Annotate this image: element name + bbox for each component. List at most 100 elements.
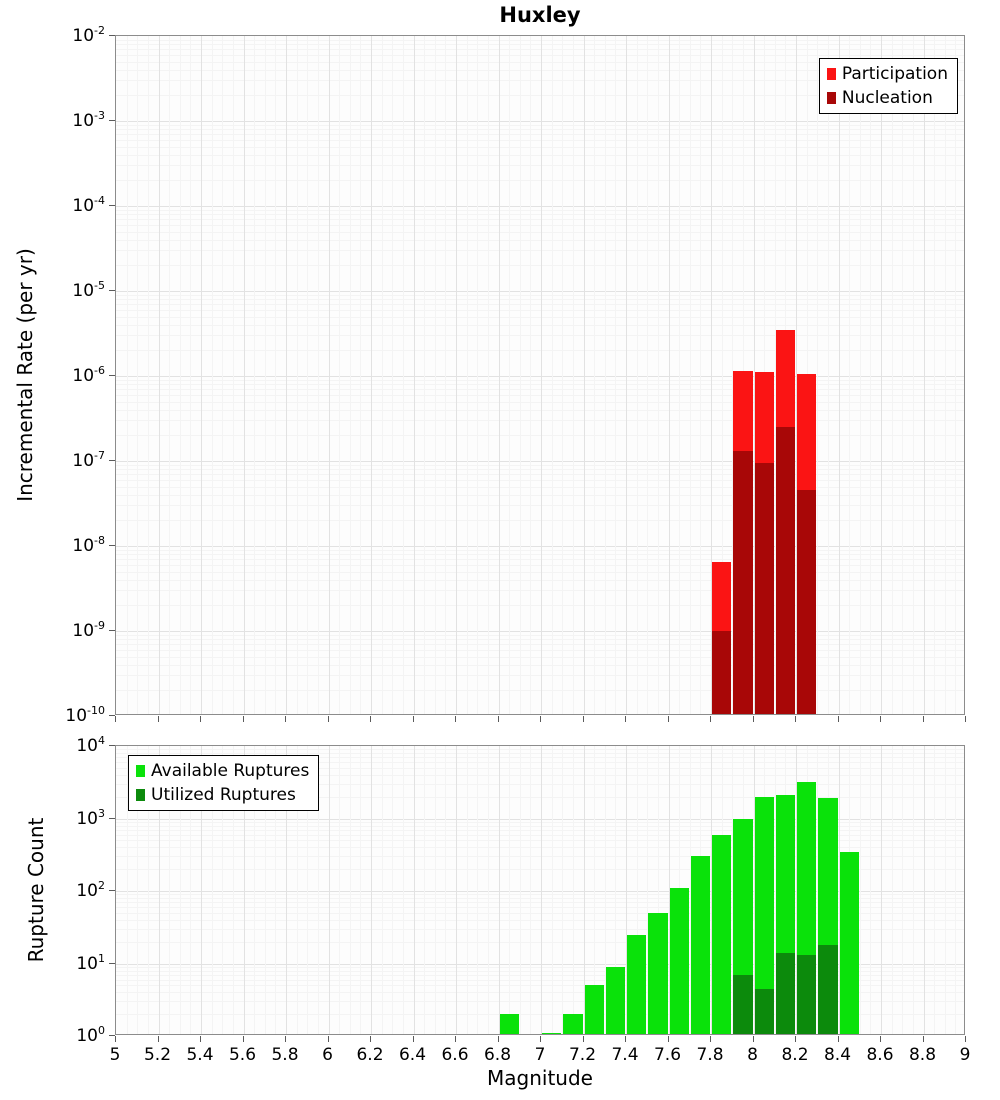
x-tick-label: 5.6 [228,1045,257,1065]
gridline [116,894,964,896]
y-tick-mark [109,890,115,891]
gridline [116,420,964,422]
gridline [626,36,627,714]
gridline [413,36,415,714]
gridline [604,36,606,714]
gridline [264,746,266,1034]
nucleation-bar [797,490,817,714]
gridline [572,746,574,1034]
y-tick-mark [109,715,115,716]
gridline [381,36,383,714]
gridline [179,36,181,714]
x-tick-mark [115,716,116,722]
gridline [296,746,298,1034]
gridline [116,690,964,692]
gridline [116,379,964,381]
x-tick-mark [242,1036,244,1042]
x-tick-label: 5.8 [271,1045,299,1065]
gridline [169,36,171,714]
gridline [116,316,964,318]
x-tick-mark [667,716,669,722]
gridline [126,746,128,1034]
gridline [477,746,479,1034]
gridline [116,219,964,221]
x-tick-mark [625,1036,626,1042]
gridline [360,36,362,714]
gridline [116,69,964,71]
legend-swatch-nucleation-icon [826,92,836,104]
gridline [116,469,964,471]
gridline [530,36,532,714]
gridline [116,664,964,666]
gridline [116,554,964,556]
gridline [116,180,964,182]
gridline [541,36,542,714]
y-tick-mark [109,745,115,746]
gridline [615,746,617,1034]
gridline [116,409,964,411]
y-tick-label: 101 [76,951,105,974]
available-ruptures-bar [690,856,710,1034]
legend-label-nucleation: Nucleation [841,88,933,108]
gridline [551,36,553,714]
gridline [955,36,957,714]
x-tick-mark [285,1036,286,1042]
top-plot-area [115,35,965,715]
gridline [116,44,964,46]
gridline [668,36,670,714]
x-tick-mark [200,716,201,722]
gridline [583,746,585,1034]
gridline [456,746,457,1034]
gridline [116,384,964,386]
gridline [116,675,964,677]
gridline [116,494,964,496]
gridline [275,746,277,1034]
y-tick-mark [109,35,115,36]
gridline [721,36,723,714]
gridline [116,753,964,755]
gridline [116,564,964,566]
gridline [116,146,964,148]
legend-label-participation: Participation [841,64,948,84]
gridline [116,941,964,943]
gridline [116,394,964,396]
gridline [116,767,964,769]
gridline [615,36,617,714]
gridline [817,746,819,1034]
gridline [116,121,964,122]
gridline [116,605,964,607]
gridline [626,746,627,1034]
gridline [498,36,500,714]
gridline [796,36,797,714]
gridline [838,36,840,714]
x-tick-mark [965,716,966,722]
gridline [116,39,964,41]
y-tick-label: 10-4 [72,194,105,216]
x-tick-mark [667,1036,669,1042]
x-tick-mark [327,716,329,722]
x-tick-label: 6 [322,1045,333,1065]
gridline [116,206,964,207]
gridline [116,571,964,573]
gridline [753,36,755,714]
gridline [360,746,362,1034]
gridline [116,639,964,641]
gridline [912,36,914,714]
y-tick-label: 10-2 [72,24,105,46]
gridline [572,36,574,714]
x-axis-title: Magnitude [487,1066,593,1090]
x-tick-mark [157,716,159,722]
utilized-ruptures-bar [818,944,838,1034]
x-tick-mark [837,1036,839,1042]
gridline [339,746,341,1034]
gridline [657,36,659,714]
available-ruptures-bar [605,966,625,1034]
gridline [679,36,681,714]
gridline [116,992,964,994]
gridline [116,649,964,651]
gridline [392,36,394,714]
x-tick-mark [837,716,839,722]
gridline [657,746,659,1034]
x-tick-mark [582,716,584,722]
gridline [116,834,964,836]
